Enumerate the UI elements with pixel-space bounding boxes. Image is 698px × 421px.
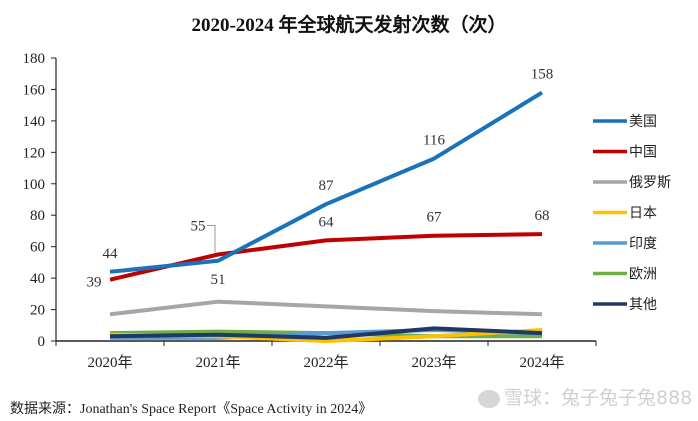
- series-line-6: [109, 326, 543, 340]
- data-label-cn: 39: [87, 275, 102, 291]
- x-tick-label: 2020年: [87, 354, 132, 371]
- leader-line: [207, 225, 216, 253]
- y-tick-label: 0: [38, 334, 46, 350]
- data-label-cn: 55: [191, 219, 206, 235]
- legend-label: 美国: [629, 114, 657, 130]
- series-line-2: [109, 299, 543, 317]
- legend-label: 中国: [629, 145, 657, 161]
- legend-label: 俄罗斯: [629, 175, 671, 191]
- y-tick-label: 40: [30, 271, 45, 287]
- x-tick-label: 2022年: [303, 354, 348, 371]
- watermark: 雪球：兔子兔子兔888: [478, 383, 692, 410]
- x-tick-label: 2024年: [519, 354, 564, 371]
- legend-label: 欧洲: [629, 267, 657, 283]
- data-label-us: 116: [423, 133, 445, 149]
- legend-label: 印度: [629, 236, 657, 252]
- data-label-us: 44: [103, 246, 119, 262]
- series-line-1: [109, 232, 543, 282]
- y-tick-label: 80: [30, 208, 45, 224]
- y-tick-label: 180: [23, 51, 46, 67]
- legend-label: 日本: [629, 206, 657, 222]
- x-tick-label: 2023年: [411, 354, 456, 371]
- legend-label: 其他: [629, 297, 657, 313]
- y-tick-label: 100: [23, 177, 46, 193]
- data-labels: 44 51 87 116 158 39 55 64 67 68: [87, 67, 554, 291]
- y-tick-label: 160: [23, 82, 46, 98]
- series-line-0: [109, 90, 544, 274]
- data-label-cn: 67: [427, 210, 443, 226]
- x-tick-label: 2021年: [195, 354, 240, 371]
- data-label-cn: 64: [319, 214, 335, 230]
- data-label-us: 87: [319, 178, 335, 194]
- y-tick-label: 140: [23, 114, 46, 130]
- y-tick-label: 60: [30, 240, 45, 256]
- y-tick-label: 120: [23, 145, 46, 161]
- data-label-us: 51: [211, 272, 226, 288]
- axes: 0 20 40 60 80 100 120 140 160 180 2020年 2021年 2022年 2…: [23, 51, 597, 371]
- source-note: 数据来源：Jonathan's Space Report《Space Activ…: [10, 402, 373, 417]
- data-label-cn: 68: [535, 208, 550, 224]
- series-lines: [109, 90, 544, 343]
- chart-title: 2020-2024 年全球航天发射次数（次）: [191, 15, 507, 36]
- y-tick-label: 20: [30, 303, 45, 319]
- wechat-icon: [478, 389, 500, 408]
- watermark-text: 雪球：兔子兔子兔888: [504, 387, 693, 409]
- data-label-us: 158: [531, 67, 554, 83]
